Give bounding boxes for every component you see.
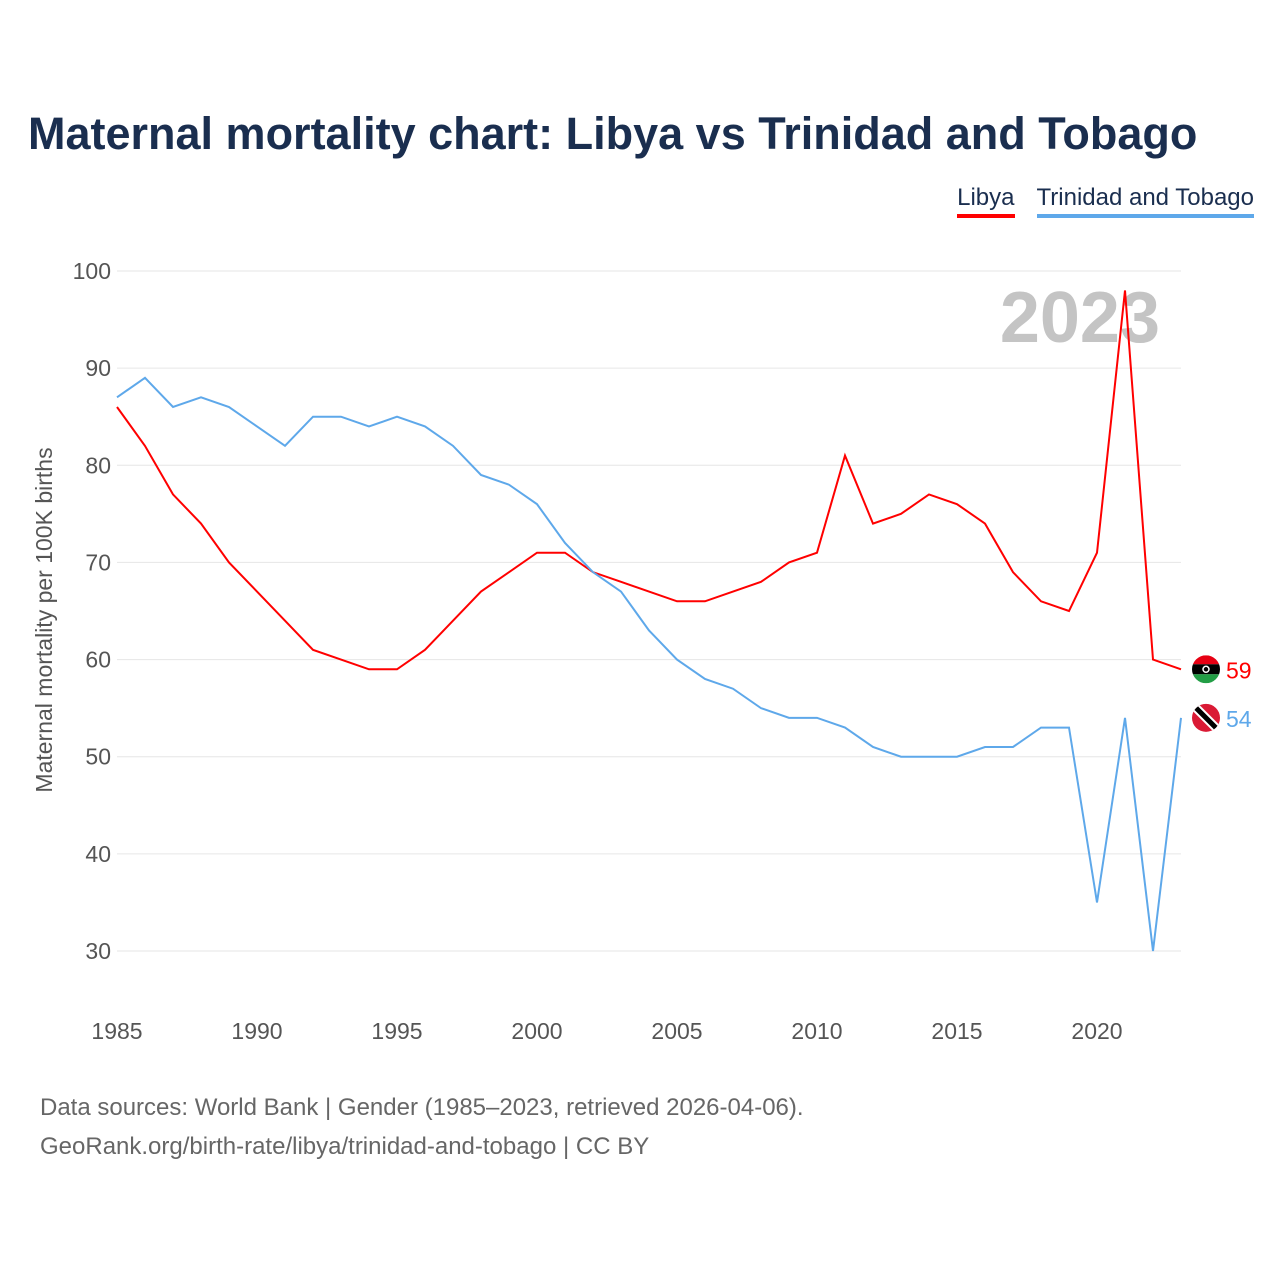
footer: Data sources: World Bank | Gender (1985–… <box>40 1088 804 1166</box>
legend-libya[interactable]: Libya <box>957 184 1015 218</box>
footer-sources: Data sources: World Bank | Gender (1985–… <box>40 1094 804 1121</box>
x-tick-label: 2010 <box>791 1018 842 1044</box>
chart-plot: 30 40 50 60 70 80 90 100 1985 1990 1995 2000 2005 201… <box>31 258 1252 1044</box>
series-line-libya <box>116 290 1182 671</box>
x-tick-label: 1995 <box>371 1018 422 1044</box>
y-tick-label: 40 <box>85 841 111 867</box>
x-tick-label: 1985 <box>91 1018 142 1044</box>
x-tick-label: 1990 <box>231 1018 282 1044</box>
y-axis-label: Maternal mortality per 100K births <box>31 447 57 792</box>
legend: Libya Trinidad and Tobago <box>957 184 1254 218</box>
y-tick-label: 50 <box>85 744 111 770</box>
flag-stripe <box>1192 704 1220 732</box>
flag-crescent <box>1202 665 1210 674</box>
y-tick-label: 30 <box>85 938 111 964</box>
y-tick-label: 80 <box>85 452 111 478</box>
x-tick-label: 2000 <box>511 1018 562 1044</box>
year-watermark: 2023 <box>1000 278 1160 358</box>
legend-trinidad-and-tobago[interactable]: Trinidad and Tobago <box>1036 184 1254 218</box>
flag-stripe <box>1192 655 1220 665</box>
y-tick-label: 90 <box>85 355 111 381</box>
end-value-label: 54 <box>1226 706 1252 732</box>
footer-url: GeoRank.org/birth-rate/libya/trinidad-an… <box>40 1133 650 1160</box>
x-tick-label: 2020 <box>1071 1018 1122 1044</box>
y-tick-label: 100 <box>73 258 111 284</box>
chart-title: Maternal mortality chart: Libya vs Trini… <box>28 108 1198 159</box>
flag-stripe <box>1192 674 1220 684</box>
y-tick-label: 70 <box>85 549 111 575</box>
end-value-label: 59 <box>1226 657 1252 683</box>
x-tick-label: 2015 <box>931 1018 982 1044</box>
flag-stripe <box>1192 664 1220 675</box>
series-line-trinidad-and-tobago <box>116 376 1182 952</box>
x-tick-label: 2005 <box>651 1018 702 1044</box>
y-tick-label: 60 <box>85 647 111 673</box>
